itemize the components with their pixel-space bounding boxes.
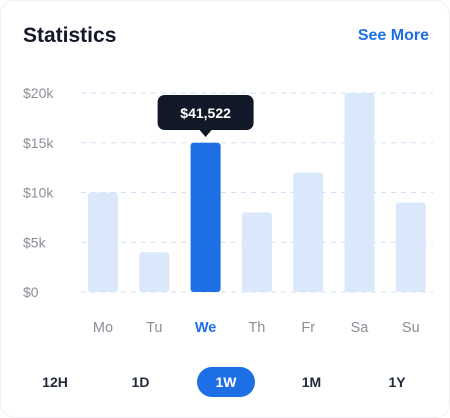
x-tick-label: Th	[248, 320, 265, 336]
y-tick-label: $0	[23, 284, 39, 300]
x-tick-label: We	[195, 320, 217, 336]
time-range-selector: 12H 1D 1W 1M 1Y	[26, 367, 426, 397]
bar-tu	[139, 252, 170, 292]
card-header: Statistics See More	[23, 21, 429, 51]
x-tick-label: Su	[402, 320, 420, 336]
bar-we	[190, 142, 221, 292]
x-tick-label: Mo	[93, 320, 113, 336]
bar-chart: $0 $5k $10k $15k $20k Mo Tu We Th Fr Sa Su $41,522	[23, 85, 433, 336]
range-1w-button[interactable]: 1W	[197, 367, 255, 397]
y-tick-label: $10k	[23, 185, 54, 201]
y-tick-label: $5k	[23, 234, 47, 250]
y-tick-label: $20k	[23, 85, 54, 101]
x-tick-label: Fr	[301, 320, 315, 336]
tooltip-box	[157, 95, 254, 130]
y-tick-label: $15k	[23, 135, 54, 151]
range-1d-button[interactable]: 1D	[131, 374, 150, 390]
range-1m-button[interactable]: 1M	[301, 374, 322, 390]
tooltip-value: $41,522	[180, 105, 231, 121]
bar-sa	[344, 93, 375, 292]
range-12h-button[interactable]: 12H	[42, 374, 68, 390]
tooltip-pointer	[199, 130, 212, 137]
bar-th	[241, 212, 272, 292]
bar-su	[395, 202, 426, 292]
bar-mo	[88, 192, 118, 292]
x-tick-label: Tu	[146, 320, 162, 336]
x-tick-label: Sa	[351, 320, 370, 336]
card-title: Statistics	[23, 24, 117, 47]
range-1y-button[interactable]: 1Y	[388, 374, 406, 390]
see-more-link[interactable]: See More	[357, 27, 429, 44]
bar-fr	[293, 172, 324, 292]
